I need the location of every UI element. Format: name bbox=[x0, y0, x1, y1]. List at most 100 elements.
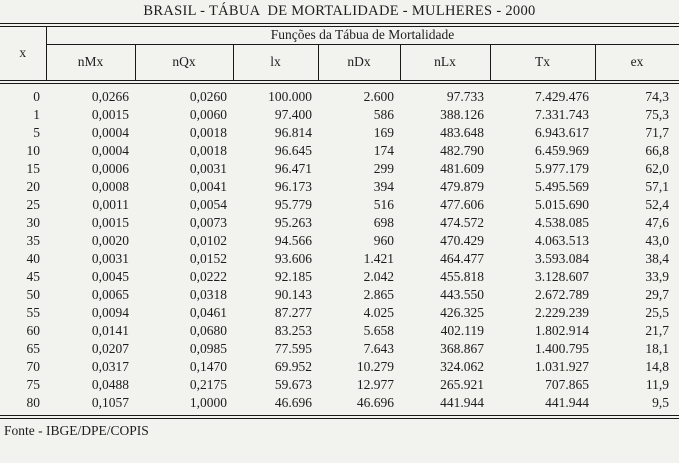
table-row: 25 0,0011 0,0054 95.779 516 477.606 5.015.690 5… bbox=[0, 196, 679, 214]
cell-nLx: 265.921 bbox=[440, 376, 484, 392]
cell-ex: 74,3 bbox=[645, 88, 670, 104]
cell-Tx: 2.229.239 bbox=[535, 304, 589, 320]
cell-lx: 59.673 bbox=[274, 376, 312, 392]
cell-Tx: 3.593.084 bbox=[535, 250, 589, 266]
cell-lx: 96.814 bbox=[274, 124, 312, 140]
cell-nMx: 0,0015 bbox=[91, 214, 129, 230]
cell-lx: 46.696 bbox=[274, 394, 312, 410]
group-header-row: x Funções da Tábua de Mortalidade bbox=[0, 25, 679, 84]
document-title: BRASIL - TÁBUA DE MORTALIDADE - MULHERES… bbox=[143, 3, 536, 19]
cell-nMx: 0,0045 bbox=[91, 268, 129, 284]
cell-x: 60 bbox=[26, 322, 41, 338]
cell-Tx: 441.944 bbox=[545, 394, 589, 410]
table-group-header: Funções da Tábua de Mortalidade bbox=[46, 25, 679, 45]
cell-nDx: 394 bbox=[373, 178, 394, 194]
table-row: 5 0,0004 0,0018 96.814 169 483.648 6.943.617 71… bbox=[0, 124, 679, 142]
cell-x: 75 bbox=[26, 376, 41, 392]
cell-nMx: 0,0488 bbox=[91, 376, 129, 392]
cell-x: 65 bbox=[26, 340, 41, 356]
column-header-nMx: nMx bbox=[45, 44, 136, 84]
cell-lx: 95.779 bbox=[274, 196, 312, 212]
cell-Tx: 5.977.179 bbox=[535, 160, 589, 176]
cell-nQx: 1,0000 bbox=[189, 394, 227, 410]
cell-lx: 93.606 bbox=[274, 250, 312, 266]
cell-nLx: 441.944 bbox=[440, 394, 484, 410]
cell-nLx: 483.648 bbox=[440, 124, 484, 140]
cell-lx: 96.471 bbox=[274, 160, 312, 176]
cell-x: 25 bbox=[26, 196, 41, 212]
cell-nQx: 0,0318 bbox=[189, 286, 227, 302]
cell-nQx: 0,0054 bbox=[189, 196, 227, 212]
table-row: 65 0,0207 0,0985 77.595 7.643 368.867 1.400.79… bbox=[0, 340, 679, 358]
mortality-table: x Funções da Tábua de Mortalidade nMx nQ… bbox=[0, 23, 679, 419]
cell-nLx: 470.429 bbox=[440, 232, 484, 248]
cell-ex: 66,8 bbox=[645, 142, 670, 158]
cell-ex: 75,3 bbox=[645, 106, 670, 122]
table-row: 60 0,0141 0,0680 83.253 5.658 402.119 1.802.91… bbox=[0, 322, 679, 340]
cell-Tx: 1.400.795 bbox=[535, 340, 589, 356]
cell-ex: 33,9 bbox=[645, 268, 670, 284]
cell-x: 80 bbox=[26, 394, 41, 410]
cell-nDx: 960 bbox=[373, 232, 394, 248]
table-row: 0 0,0266 0,0260 100.000 2.600 97.733 7.429.476… bbox=[0, 82, 679, 106]
cell-nDx: 46.696 bbox=[356, 394, 394, 410]
cell-x: 50 bbox=[26, 286, 41, 302]
cell-nDx: 2.042 bbox=[363, 268, 394, 284]
cell-nMx: 0,0065 bbox=[91, 286, 129, 302]
cell-nQx: 0,0018 bbox=[189, 142, 227, 158]
cell-x: 30 bbox=[26, 214, 41, 230]
cell-lx: 97.400 bbox=[274, 106, 312, 122]
cell-Tx: 6.943.617 bbox=[535, 124, 589, 140]
cell-ex: 71,7 bbox=[645, 124, 670, 140]
cell-nLx: 464.477 bbox=[440, 250, 484, 266]
cell-nDx: 10.279 bbox=[356, 358, 394, 374]
column-header-Tx: Tx bbox=[489, 44, 596, 84]
cell-ex: 43,0 bbox=[645, 232, 670, 248]
cell-nMx: 0,0207 bbox=[91, 340, 129, 356]
cell-lx: 92.185 bbox=[274, 268, 312, 284]
table-row: 50 0,0065 0,0318 90.143 2.865 443.550 2.672.78… bbox=[0, 286, 679, 304]
cell-x: 0 bbox=[33, 88, 40, 104]
cell-nQx: 0,0222 bbox=[189, 268, 227, 284]
cell-lx: 96.173 bbox=[274, 178, 312, 194]
cell-nDx: 2.865 bbox=[363, 286, 394, 302]
column-header-nDx: nDx bbox=[317, 44, 401, 84]
cell-nLx: 481.609 bbox=[440, 160, 484, 176]
cell-nQx: 0,0060 bbox=[189, 106, 227, 122]
table-row: 35 0,0020 0,0102 94.566 960 470.429 4.063.513 4… bbox=[0, 232, 679, 250]
table-row: 80 0,1057 1,0000 46.696 46.696 441.944 441.944… bbox=[0, 394, 679, 417]
cell-nMx: 0,0266 bbox=[91, 88, 129, 104]
cell-nMx: 0,0031 bbox=[91, 250, 129, 266]
cell-Tx: 1.802.914 bbox=[535, 322, 589, 338]
cell-nLx: 482.790 bbox=[440, 142, 484, 158]
table-row: 10 0,0004 0,0018 96.645 174 482.790 6.459.969 6… bbox=[0, 142, 679, 160]
table-row: 75 0,0488 0,2175 59.673 12.977 265.921 707.865… bbox=[0, 376, 679, 394]
cell-ex: 14,8 bbox=[645, 358, 670, 374]
table-row: 55 0,0094 0,0461 87.277 4.025 426.325 2.229.23… bbox=[0, 304, 679, 322]
column-header-lx: lx bbox=[232, 44, 319, 84]
cell-Tx: 4.538.085 bbox=[535, 214, 589, 230]
cell-nLx: 426.325 bbox=[440, 304, 484, 320]
cell-Tx: 1.031.927 bbox=[535, 358, 589, 374]
cell-ex: 57,1 bbox=[645, 178, 670, 194]
cell-lx: 90.143 bbox=[274, 286, 312, 302]
cell-x: 10 bbox=[26, 142, 41, 158]
cell-nDx: 5.658 bbox=[363, 322, 394, 338]
cell-Tx: 707.865 bbox=[545, 376, 589, 392]
cell-nDx: 7.643 bbox=[363, 340, 394, 356]
cell-nDx: 698 bbox=[373, 214, 394, 230]
cell-nLx: 324.062 bbox=[440, 358, 484, 374]
column-header-ex: ex bbox=[594, 44, 679, 84]
cell-lx: 87.277 bbox=[274, 304, 312, 320]
cell-lx: 69.952 bbox=[274, 358, 312, 374]
source-note: Fonte - IBGE/DPE/COPIS bbox=[4, 422, 149, 438]
cell-ex: 29,7 bbox=[645, 286, 670, 302]
cell-nMx: 0,0004 bbox=[91, 124, 129, 140]
cell-nDx: 299 bbox=[373, 160, 394, 176]
cell-nMx: 0,0004 bbox=[91, 142, 129, 158]
column-header-nLx: nLx bbox=[399, 44, 491, 84]
cell-nLx: 455.818 bbox=[440, 268, 484, 284]
cell-ex: 25,5 bbox=[645, 304, 670, 320]
cell-x: 20 bbox=[26, 178, 41, 194]
